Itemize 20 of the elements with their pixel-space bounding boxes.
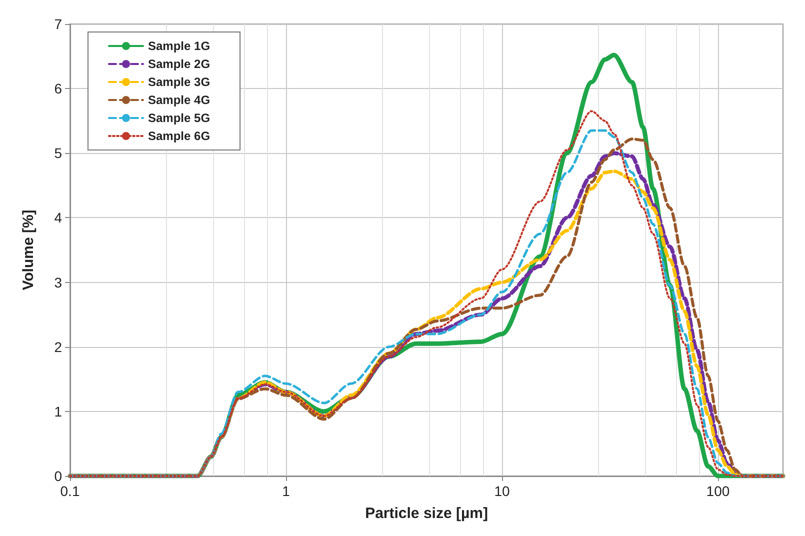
y-tick-label: 2 xyxy=(54,338,62,355)
legend-label: Sample 4G xyxy=(148,93,210,107)
legend-label: Sample 6G xyxy=(148,129,210,143)
y-tick-label: 1 xyxy=(54,403,62,420)
x-tick-label: 10 xyxy=(494,483,510,499)
legend-label: Sample 1G xyxy=(148,39,210,53)
y-tick-label: 0 xyxy=(54,468,62,484)
y-axis-title: Volume [%] xyxy=(20,210,37,290)
y-tick-label: 6 xyxy=(54,80,62,97)
x-tick-label: 100 xyxy=(706,483,730,499)
y-tick-label: 5 xyxy=(54,145,62,162)
legend-label: Sample 5G xyxy=(148,111,210,125)
y-tick-label: 7 xyxy=(54,16,62,32)
y-tick-label: 3 xyxy=(54,274,62,290)
x-tick-label: 0.1 xyxy=(60,483,80,499)
x-tick-label: 1 xyxy=(282,483,290,499)
x-axis-title: Particle size [µm] xyxy=(365,505,488,522)
legend-label: Sample 3G xyxy=(148,75,210,89)
y-tick-label: 4 xyxy=(54,210,62,226)
legend-label: Sample 2G xyxy=(148,57,210,71)
